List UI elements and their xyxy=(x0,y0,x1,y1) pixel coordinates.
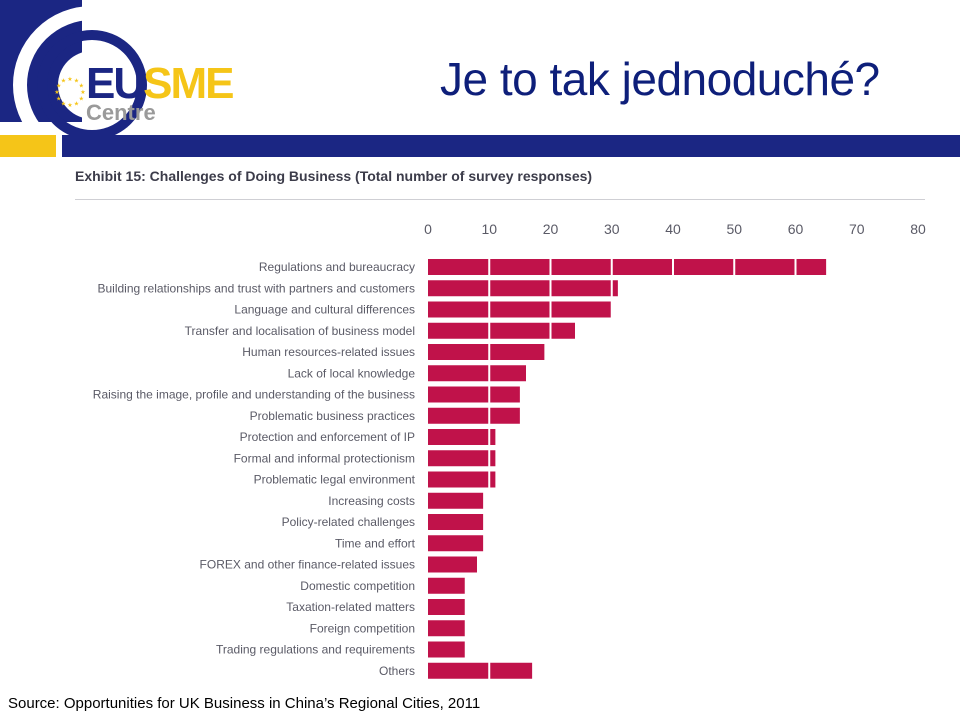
logo-stars-icon: ★★★★★★★★★ ★ ★★ xyxy=(54,76,85,109)
slide-title: Je to tak jednoduché? xyxy=(440,53,880,105)
bar xyxy=(428,641,465,658)
logo-star: ★ xyxy=(74,100,79,107)
category-label: Increasing costs xyxy=(328,494,415,508)
bars xyxy=(428,259,827,679)
x-tick-label: 10 xyxy=(481,221,497,237)
logo-arc-outer xyxy=(13,6,171,160)
bar xyxy=(428,620,465,637)
category-label: Protection and enforcement of IP xyxy=(240,430,415,444)
header-accent-bar xyxy=(0,135,56,157)
logo-star: ★ xyxy=(74,78,79,85)
category-label: Raising the image, profile and understan… xyxy=(93,388,415,402)
category-label: Building relationships and trust with pa… xyxy=(98,281,416,295)
category-label: Human resources-related issues xyxy=(242,345,415,359)
bar xyxy=(428,344,545,360)
logo-text-eu: EU xyxy=(86,59,143,108)
bar xyxy=(428,365,526,382)
category-label: Policy-related challenges xyxy=(282,515,415,529)
category-label: Domestic competition xyxy=(300,579,415,593)
x-tick-label: 80 xyxy=(910,221,926,237)
logo-star: ★ xyxy=(67,76,72,83)
chart-title-rule xyxy=(75,199,925,200)
logo-star: ★ xyxy=(61,78,66,85)
category-labels: Regulations and bureaucracy Building rela… xyxy=(93,260,416,678)
logo-star: ★ xyxy=(79,96,84,103)
category-label: Transfer and localisation of business mo… xyxy=(185,324,415,338)
logo-star: ★ xyxy=(67,102,72,109)
bar xyxy=(428,556,477,573)
bar xyxy=(428,514,484,530)
x-axis-ticks: 0 10 20 30 40 50 60 70 80 xyxy=(424,221,926,237)
category-label: Foreign competition xyxy=(310,621,415,635)
logo-star: ★ xyxy=(79,83,84,90)
chart-title: Exhibit 15: Challenges of Doing Business… xyxy=(75,168,593,184)
x-tick-label: 40 xyxy=(665,221,681,237)
category-label: Language and cultural differences xyxy=(234,303,415,317)
category-label: Others xyxy=(379,664,415,678)
category-label: Regulations and bureaucracy xyxy=(259,260,415,274)
category-label: Lack of local knowledge xyxy=(288,366,416,380)
bar xyxy=(428,386,520,403)
category-label: Problematic business practices xyxy=(250,409,415,423)
logo-text-centre: Centre xyxy=(86,100,156,125)
logo-arc-core xyxy=(58,51,126,119)
logo-star: ★ xyxy=(54,89,59,96)
bar-chart: 0 10 20 30 40 50 60 70 80 Regulations and bureau… xyxy=(93,221,926,684)
bar xyxy=(428,492,484,509)
bar xyxy=(428,577,465,594)
category-label: Time and effort xyxy=(335,536,416,550)
category-label: Problematic legal environment xyxy=(254,473,416,487)
header-band xyxy=(62,135,960,157)
x-tick-label: 20 xyxy=(543,221,559,237)
bar xyxy=(428,471,496,488)
bar xyxy=(428,322,575,339)
category-label: FOREX and other finance-related issues xyxy=(200,558,415,572)
source-note: Source: Opportunities for UK Business in… xyxy=(8,695,481,712)
bar xyxy=(428,280,618,297)
category-label: Formal and informal protectionism xyxy=(234,451,415,465)
bar xyxy=(428,301,612,318)
x-tick-label: 0 xyxy=(424,221,432,237)
logo-star: ★ xyxy=(56,83,61,90)
grid-lines xyxy=(488,257,919,684)
bar xyxy=(428,450,496,467)
bar xyxy=(428,599,465,615)
logo-text-sme: SME xyxy=(143,59,233,108)
svg-text:EUSME: EUSME xyxy=(86,59,233,108)
logo-star: ★ xyxy=(61,100,66,107)
bar xyxy=(428,429,496,445)
category-label: Trading regulations and requirements xyxy=(216,643,415,657)
category-label: Taxation-related matters xyxy=(286,600,415,614)
logo-star: ★ xyxy=(80,89,85,96)
x-tick-label: 50 xyxy=(726,221,742,237)
bar xyxy=(428,535,484,552)
x-tick-label: 30 xyxy=(604,221,620,237)
bar xyxy=(428,259,827,275)
x-tick-label: 60 xyxy=(788,221,804,237)
bar xyxy=(428,407,520,424)
bar xyxy=(428,662,533,679)
logo-star: ★ xyxy=(56,96,61,103)
x-tick-label: 70 xyxy=(849,221,865,237)
